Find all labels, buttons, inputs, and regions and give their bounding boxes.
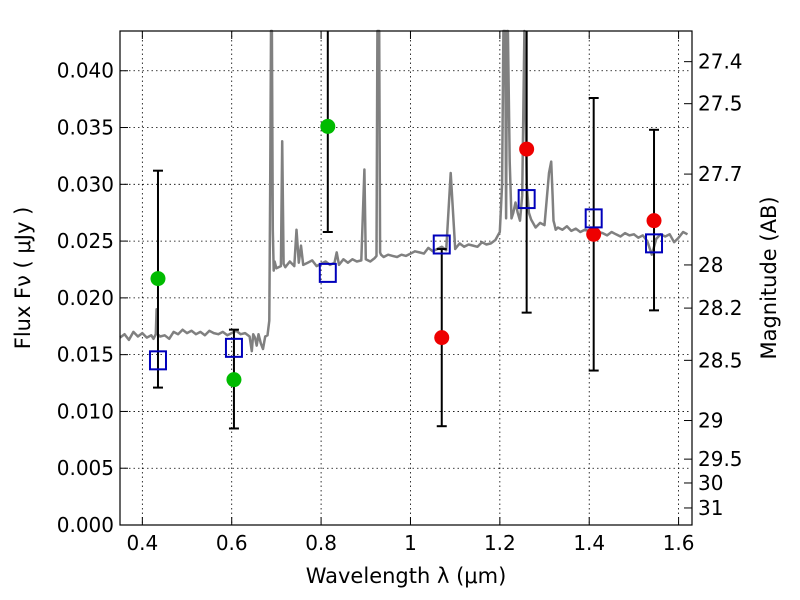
y2-tick-label: 28 — [698, 253, 723, 277]
y-tick-label: 0.005 — [57, 456, 114, 480]
data-point-square — [318, 262, 337, 283]
x-axis-label: Wavelength λ (μm) — [306, 564, 507, 588]
spectrum-line — [119, 29, 689, 353]
data-point-square — [224, 337, 243, 358]
y2-tick-label: 29 — [698, 409, 723, 433]
y-tick-label: 0.030 — [57, 172, 114, 196]
data-point — [586, 226, 602, 242]
plot-frame — [119, 30, 693, 526]
y-tick-label: 0.035 — [57, 116, 114, 140]
spectrum-layer — [119, 29, 689, 353]
data-point-square — [148, 350, 167, 371]
markers — [148, 118, 664, 388]
y2-tick-label: 28.5 — [698, 348, 743, 372]
data-point-square — [517, 189, 536, 210]
y2-axis-label: Magnitude (AB) — [757, 196, 781, 359]
y2-tick-label: 29.5 — [698, 447, 743, 471]
y2-tick-label: 27.7 — [698, 162, 743, 186]
y-tick-label: 0.015 — [57, 343, 114, 367]
y2-tick-label: 31 — [698, 496, 723, 520]
y2-tick-label: 30 — [698, 471, 723, 495]
y-tick-label: 0.020 — [57, 286, 114, 310]
y2-tick-label: 27.5 — [698, 92, 743, 116]
data-point — [434, 330, 450, 346]
data-point — [226, 372, 242, 388]
y2-tick-label: 27.4 — [698, 50, 743, 74]
axis-tick-labels: 0.4 0.6 0.8 1 1.2 1.4 1.6 0.000 0.005 0.010 0.015 0… — [57, 50, 743, 555]
x-tick-label: 1.6 — [663, 531, 695, 555]
data-point — [519, 141, 535, 157]
x-tick-label: 1 — [404, 531, 417, 555]
x-tick-label: 0.4 — [126, 531, 158, 555]
plot-background — [120, 31, 692, 525]
y2-tick-label: 28.2 — [698, 296, 743, 320]
data-point — [320, 118, 336, 134]
y-tick-label: 0.025 — [57, 229, 114, 253]
y-tick-label: 0.040 — [57, 59, 114, 83]
data-point-square — [645, 233, 664, 254]
y-axis-label: Flux Fν ( μJy ) — [11, 207, 35, 350]
x-tick-label: 0.8 — [305, 531, 337, 555]
data-point-square — [432, 234, 451, 255]
data-point — [646, 213, 662, 229]
data-point-square — [584, 208, 603, 229]
data-point — [150, 271, 166, 287]
x-tick-label: 1.2 — [484, 531, 516, 555]
y-tick-label: 0.010 — [57, 399, 114, 423]
x-tick-label: 0.6 — [216, 531, 248, 555]
axis-ticks — [120, 31, 692, 526]
y-tick-label: 0.000 — [57, 513, 114, 537]
x-tick-label: 1.4 — [573, 531, 605, 555]
